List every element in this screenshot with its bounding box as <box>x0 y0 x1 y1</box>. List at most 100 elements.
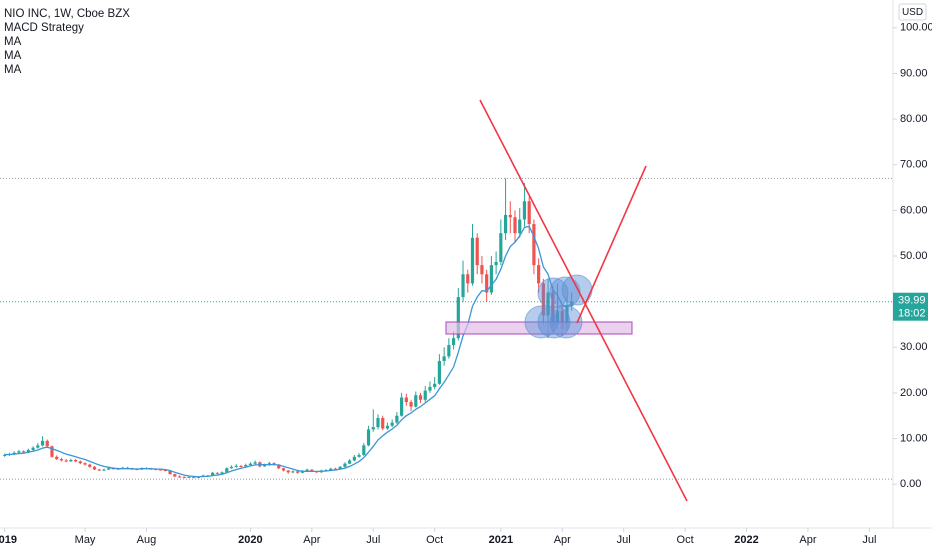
trend-line <box>479 99 688 502</box>
candle-body <box>475 237 479 266</box>
symbol-title: NIO INC, 1W, Cboe BZX <box>4 8 130 20</box>
x-tick-label: Oct <box>677 534 694 546</box>
candle-body <box>225 468 229 473</box>
candle-body <box>357 454 361 457</box>
candle-body <box>560 310 564 330</box>
candle-body <box>92 466 97 470</box>
candle-body <box>352 456 356 461</box>
candle-body <box>211 472 215 476</box>
x-tick-label: 2022 <box>734 534 758 546</box>
candle-body <box>281 468 286 471</box>
candle-body <box>78 461 82 464</box>
candle-body <box>102 469 106 471</box>
candle-body <box>187 476 191 478</box>
candle-body <box>305 469 309 471</box>
x-tick-label: Jul <box>862 534 876 546</box>
candle-body <box>400 397 404 416</box>
candle-body <box>229 466 234 469</box>
candle-body <box>12 452 16 455</box>
candle-body <box>50 446 54 457</box>
candle-body <box>494 261 498 266</box>
candle-body <box>291 471 295 473</box>
candle-body <box>518 219 522 234</box>
candle-body <box>69 460 73 462</box>
candle-body <box>527 201 531 225</box>
candle-body <box>418 395 423 400</box>
candle-body <box>220 472 224 474</box>
indicator-label: MA <box>4 36 22 48</box>
candle-body <box>97 469 101 471</box>
candle-body <box>366 429 371 446</box>
candle-body <box>390 422 394 426</box>
bar-countdown: 18:02 <box>898 308 926 320</box>
y-tick-label: 80.00 <box>900 113 928 125</box>
x-tick-label: Apr <box>554 534 571 546</box>
y-tick-label: 90.00 <box>900 67 928 79</box>
currency[interactable]: USD <box>902 7 923 18</box>
candle-body <box>182 476 186 478</box>
candle-body <box>437 360 442 384</box>
circle <box>537 305 571 339</box>
candle-body <box>244 465 248 467</box>
candle-body <box>107 468 111 470</box>
last-price-box <box>893 292 928 321</box>
candle-body <box>541 283 545 316</box>
candle-body <box>192 476 196 478</box>
x-tick-label: Aug <box>137 534 157 546</box>
candle-body <box>40 440 45 446</box>
drawings <box>445 99 688 502</box>
candle-body <box>447 345 451 357</box>
candle-body <box>59 459 64 461</box>
candle-body <box>371 427 375 430</box>
x-tick-label: 2019 <box>0 534 17 546</box>
candle-body <box>376 418 380 428</box>
candle-body <box>404 397 408 403</box>
candle-body <box>409 402 413 407</box>
candle-body <box>537 265 541 284</box>
candle-body <box>338 466 342 470</box>
candle-body <box>168 470 172 475</box>
candle-body <box>310 469 314 472</box>
candle-body <box>272 463 276 465</box>
candle-body <box>177 476 182 478</box>
candle-body <box>343 463 347 467</box>
indicator-label: MA <box>4 50 22 62</box>
candle-body <box>461 274 465 298</box>
last-price: 39.99 <box>898 295 926 307</box>
candle-body <box>64 460 68 462</box>
candle-body <box>36 445 40 448</box>
candle-body <box>329 468 333 471</box>
candle-body <box>73 460 78 462</box>
trend-line <box>576 165 647 324</box>
candle-body <box>362 445 366 455</box>
candle-body <box>466 274 470 284</box>
candle-body <box>428 386 432 391</box>
candle-body <box>485 274 489 293</box>
candle-body <box>565 306 569 330</box>
candle-body <box>489 265 493 293</box>
y-tick-label: 20.00 <box>900 387 928 399</box>
x-tick-label: Jul <box>617 534 631 546</box>
candle-body <box>456 297 460 339</box>
y-tick-label: 50.00 <box>900 250 928 262</box>
candle-body <box>532 224 536 266</box>
candle-body <box>239 465 243 467</box>
circle <box>537 277 569 309</box>
x-tick-label: May <box>75 534 96 546</box>
candle-body <box>513 217 517 234</box>
candle-body <box>31 447 35 450</box>
x-tick-label: 2020 <box>238 534 262 546</box>
candle-body <box>385 425 390 429</box>
candle-body <box>163 470 167 472</box>
candle-body <box>414 395 418 407</box>
candle-body <box>546 292 550 316</box>
candle-body <box>253 462 257 464</box>
y-tick-label: 10.00 <box>900 432 928 444</box>
candle-body <box>45 440 49 447</box>
candle-body <box>17 451 21 453</box>
currency-box[interactable] <box>898 3 927 21</box>
candle-body <box>381 418 385 429</box>
candle-body <box>423 390 427 400</box>
candle-body <box>442 356 446 361</box>
